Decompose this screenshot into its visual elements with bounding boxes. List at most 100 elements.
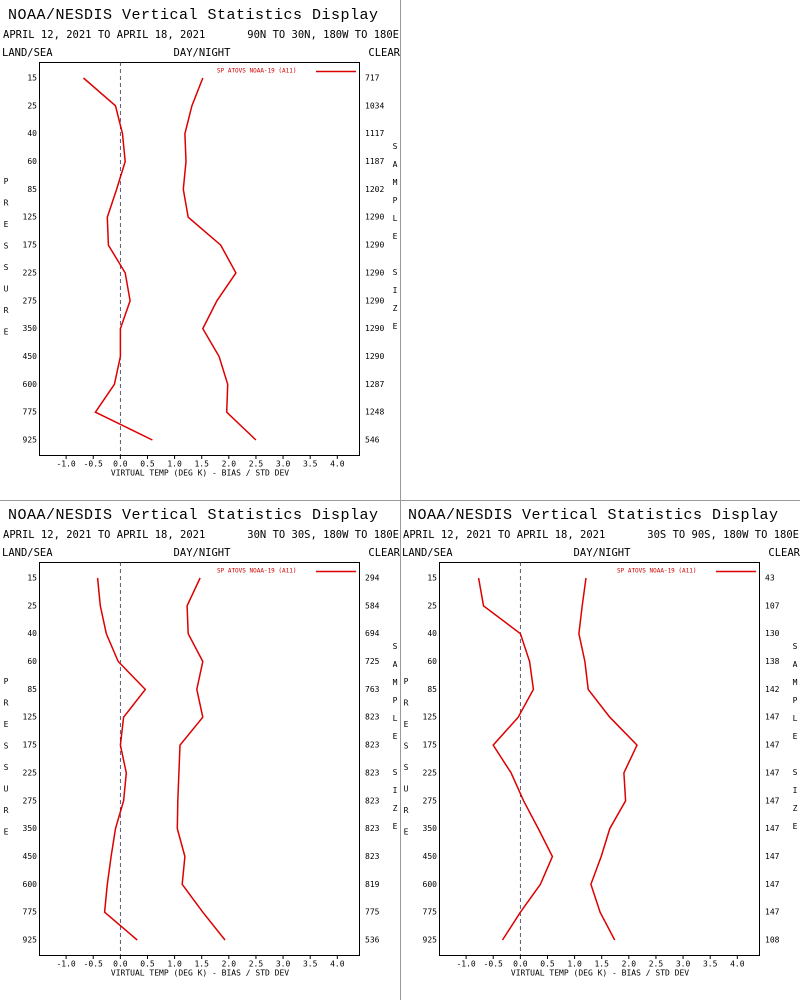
x-tick-label: 0.5 bbox=[140, 960, 155, 969]
x-tick-label: 2.5 bbox=[249, 960, 264, 969]
left-header: LAND/SEA bbox=[2, 47, 53, 59]
sample-size: 1290 bbox=[365, 352, 384, 361]
y-tick-label: 350 bbox=[23, 824, 38, 833]
x-axis-label: VIRTUAL TEMP (DEG K) - BIAS / STD DEV bbox=[111, 469, 289, 478]
x-tick-label: 0.5 bbox=[540, 960, 555, 969]
y-tick-label: 450 bbox=[23, 352, 38, 361]
y-tick-label: 25 bbox=[27, 101, 37, 110]
x-tick-label: -1.0 bbox=[56, 960, 75, 969]
sample-size: 130 bbox=[765, 629, 780, 638]
x-tick-label: 0.5 bbox=[140, 460, 155, 469]
sample-size: 147 bbox=[765, 824, 780, 833]
sample-size: 823 bbox=[365, 768, 380, 777]
region: 30S TO 90S, 180W TO 180E bbox=[647, 529, 799, 541]
x-tick-label: 3.5 bbox=[303, 460, 318, 469]
y-tick-label: 775 bbox=[423, 908, 438, 917]
y-tick-label: 125 bbox=[23, 213, 38, 222]
sample-size: 1290 bbox=[365, 268, 384, 277]
x-tick-label: 2.0 bbox=[622, 960, 637, 969]
y-tick-label: 225 bbox=[423, 768, 438, 777]
y-tick-label: 775 bbox=[23, 908, 38, 917]
y-tick-label: 925 bbox=[23, 436, 38, 445]
y-tick-label: 85 bbox=[27, 185, 37, 194]
x-tick-label: 2.5 bbox=[249, 460, 264, 469]
y-tick-label: 775 bbox=[23, 408, 38, 417]
sample-size: 546 bbox=[365, 436, 380, 445]
sample-size: 1290 bbox=[365, 324, 384, 333]
series-line bbox=[176, 577, 226, 941]
y-tick-label: 600 bbox=[23, 880, 38, 889]
plot-frame bbox=[39, 62, 360, 456]
sample-size: 1290 bbox=[365, 241, 384, 250]
y-tick-label: 60 bbox=[427, 657, 437, 666]
x-tick-label: -1.0 bbox=[456, 960, 475, 969]
sample-size: 1290 bbox=[365, 213, 384, 222]
sample-size: 1117 bbox=[365, 129, 384, 138]
chart-title: NOAA/NESDIS Vertical Statistics Display bbox=[8, 507, 379, 524]
y-tick-label: 15 bbox=[27, 74, 37, 83]
y-tick-label: 85 bbox=[427, 685, 437, 694]
x-tick-label: 4.0 bbox=[730, 960, 745, 969]
x-tick-label: 3.5 bbox=[303, 960, 318, 969]
series-line bbox=[477, 577, 554, 941]
sample-size: 1287 bbox=[365, 380, 384, 389]
y-tick-label: 275 bbox=[23, 796, 38, 805]
series-line bbox=[96, 577, 147, 941]
y-tick-label: 15 bbox=[427, 574, 437, 583]
y-tick-label: 450 bbox=[23, 852, 38, 861]
sample-size: 763 bbox=[365, 685, 380, 694]
sample-size: 138 bbox=[765, 657, 780, 666]
sample-size: 43 bbox=[765, 574, 775, 583]
y-tick-label: 350 bbox=[423, 824, 438, 833]
chart-panel: NOAA/NESDIS Vertical Statistics Display A… bbox=[402, 507, 800, 978]
right-header: CLEAR bbox=[368, 47, 400, 59]
sample-size: 717 bbox=[365, 74, 380, 83]
sample-size: 823 bbox=[365, 713, 380, 722]
sample-size: 147 bbox=[765, 741, 780, 750]
sample-size: 147 bbox=[765, 713, 780, 722]
x-tick-label: 1.5 bbox=[194, 460, 209, 469]
legend-label: SP ATOVS NOAA-19 (A11) bbox=[217, 68, 296, 75]
sample-size: 147 bbox=[765, 796, 780, 805]
sample-size: 1248 bbox=[365, 408, 384, 417]
series-line bbox=[578, 577, 638, 941]
left-header: LAND/SEA bbox=[2, 547, 53, 559]
chart-title: NOAA/NESDIS Vertical Statistics Display bbox=[8, 7, 379, 24]
sample-size: 584 bbox=[365, 601, 380, 610]
y-tick-label: 175 bbox=[23, 741, 38, 750]
x-tick-label: 1.0 bbox=[567, 960, 582, 969]
x-tick-label: 1.5 bbox=[194, 960, 209, 969]
y-tick-label: 125 bbox=[23, 713, 38, 722]
subtitle: APRIL 12, 2021 TO APRIL 18, 2021 bbox=[403, 529, 605, 541]
y-tick-label: 225 bbox=[23, 268, 38, 277]
y-tick-label: 60 bbox=[27, 157, 37, 166]
x-tick-label: -0.5 bbox=[84, 460, 103, 469]
region: 90N TO 30N, 180W TO 180E bbox=[247, 29, 399, 41]
y-tick-label: 175 bbox=[423, 741, 438, 750]
sample-size: 823 bbox=[365, 741, 380, 750]
sample-size: 147 bbox=[765, 880, 780, 889]
y-tick-label: 600 bbox=[23, 380, 38, 389]
x-tick-label: 4.0 bbox=[330, 960, 345, 969]
y-tick-label: 40 bbox=[427, 629, 437, 638]
sample-size: 1034 bbox=[365, 101, 384, 110]
center-header: DAY/NIGHT bbox=[174, 47, 232, 59]
y-tick-label: 600 bbox=[423, 880, 438, 889]
x-axis-label: VIRTUAL TEMP (DEG K) - BIAS / STD DEV bbox=[511, 969, 689, 978]
x-tick-label: 2.0 bbox=[222, 460, 237, 469]
chart-panel: NOAA/NESDIS Vertical Statistics Display A… bbox=[2, 507, 401, 978]
sample-size: 1187 bbox=[365, 157, 384, 166]
center-header: DAY/NIGHT bbox=[574, 547, 632, 559]
chart-panel: NOAA/NESDIS Vertical Statistics Display A… bbox=[2, 7, 401, 478]
x-tick-label: 0.0 bbox=[113, 460, 128, 469]
x-tick-label: -0.5 bbox=[484, 960, 503, 969]
right-header: CLEAR bbox=[768, 547, 800, 559]
series-line bbox=[182, 77, 257, 441]
sample-size: 294 bbox=[365, 574, 380, 583]
y-tick-label: 85 bbox=[27, 685, 37, 694]
subtitle: APRIL 12, 2021 TO APRIL 18, 2021 bbox=[3, 529, 205, 541]
x-tick-label: 0.0 bbox=[113, 960, 128, 969]
